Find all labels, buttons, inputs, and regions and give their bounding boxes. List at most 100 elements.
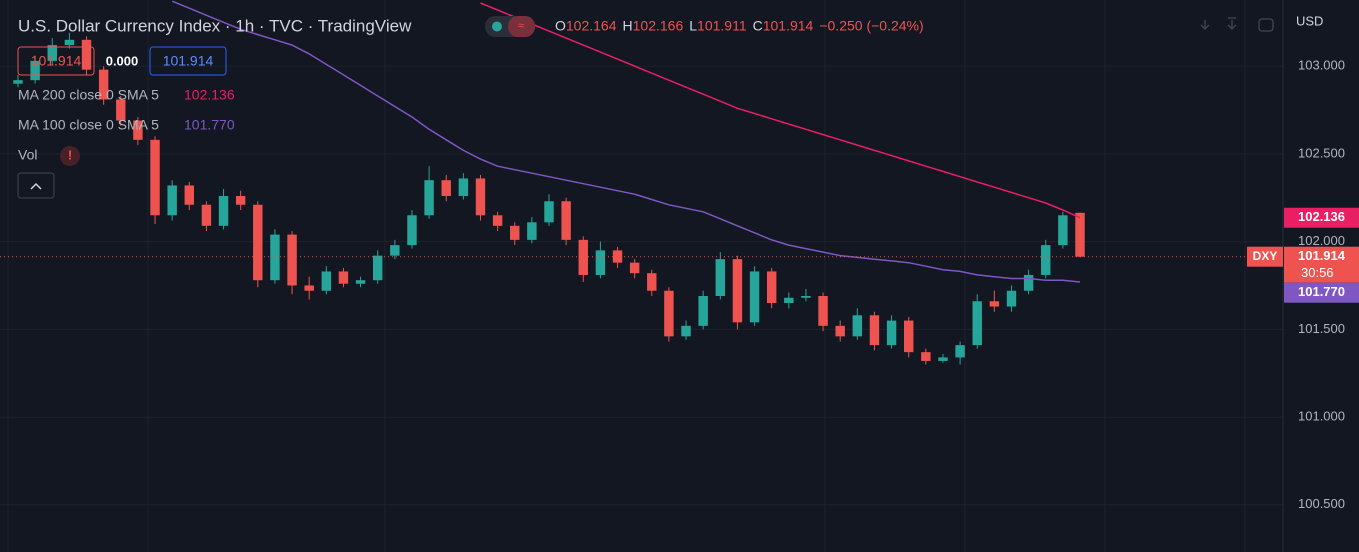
candle-body bbox=[921, 352, 931, 361]
candle-body bbox=[475, 178, 486, 216]
ma-line bbox=[480, 2, 1081, 219]
candle-body bbox=[424, 180, 434, 216]
price-axis: 103.000 102.500 102.000 101.500 101.000 100.5… bbox=[1247, 58, 1359, 511]
candle-body bbox=[801, 296, 811, 298]
candle-body bbox=[201, 204, 212, 226]
candle-body bbox=[150, 139, 160, 216]
candle-body bbox=[253, 204, 263, 281]
ma-legend-name: MA 200 close 0 SMA 5 bbox=[18, 87, 159, 103]
ohlc-key: C bbox=[753, 18, 763, 34]
vol-legend: Vol bbox=[18, 147, 37, 163]
candle-body bbox=[681, 325, 691, 337]
candle-body bbox=[784, 297, 794, 304]
ohlc-legend: O 102.164 H 102.166 L 101.911 C 101.914 −0.250 (… bbox=[555, 18, 924, 34]
ohlc-value: 102.166 bbox=[633, 18, 684, 34]
candle-body bbox=[715, 259, 726, 297]
candle-body bbox=[595, 250, 606, 275]
candle-body bbox=[989, 301, 1000, 307]
y-tick-label: 102.000 bbox=[1298, 233, 1345, 248]
candle-body bbox=[321, 271, 332, 291]
candle-body bbox=[64, 39, 75, 46]
ma-axis-box bbox=[1284, 207, 1359, 228]
candle-body bbox=[492, 215, 503, 226]
candle-body bbox=[1058, 215, 1068, 246]
candle-body bbox=[441, 180, 451, 196]
candle-body bbox=[972, 301, 982, 346]
symbol-label: DXY bbox=[1253, 249, 1278, 263]
y-tick-label: 103.000 bbox=[1298, 58, 1345, 73]
candle-body bbox=[184, 185, 195, 205]
ma-axis-box bbox=[1284, 282, 1359, 303]
candle-body bbox=[355, 280, 366, 284]
candle-body bbox=[561, 201, 571, 240]
candle-body bbox=[647, 273, 657, 291]
candle-body bbox=[1075, 212, 1085, 257]
candle-body bbox=[167, 185, 177, 216]
y-tick-label: 102.500 bbox=[1298, 145, 1345, 160]
vol-warning[interactable]: ! bbox=[60, 146, 80, 166]
ma-line bbox=[171, 0, 1081, 283]
price-axis-label: 101.914 bbox=[1298, 248, 1346, 263]
y-tick-label: 100.500 bbox=[1298, 496, 1345, 511]
candle-body bbox=[749, 271, 760, 323]
candle-body bbox=[407, 215, 417, 246]
candle-body bbox=[903, 320, 914, 353]
ma-axis-label: 102.136 bbox=[1298, 209, 1345, 224]
candle-body bbox=[527, 222, 537, 240]
collapse-button[interactable] bbox=[17, 172, 55, 199]
candle-body bbox=[698, 296, 708, 326]
chart-title: U.S. Dollar Currency Index · 1h · TVC · … bbox=[18, 16, 412, 35]
candle-body bbox=[510, 225, 520, 240]
candle-body bbox=[287, 234, 297, 286]
candle-body bbox=[98, 69, 109, 100]
candle-body bbox=[1041, 245, 1051, 275]
candle-body bbox=[218, 195, 229, 226]
toggle[interactable]: ≈ bbox=[485, 16, 535, 37]
candle-body bbox=[133, 120, 143, 140]
candle-body bbox=[818, 296, 828, 326]
candle-body bbox=[578, 239, 588, 275]
candle-body bbox=[955, 345, 965, 358]
currency: USD bbox=[1296, 13, 1323, 28]
candle-body bbox=[938, 357, 948, 361]
candle-body bbox=[1006, 290, 1017, 307]
ma-legend-value: 102.136 bbox=[184, 87, 235, 103]
overlay: U.S. Dollar Currency Index · 1h · TVC · … bbox=[17, 0, 1323, 552]
candle-body bbox=[270, 234, 280, 281]
candle-body bbox=[30, 60, 40, 81]
ohlc-key: L bbox=[689, 18, 697, 34]
bid-box[interactable] bbox=[17, 46, 95, 76]
countdown: 30:56 bbox=[1301, 265, 1334, 280]
ohlc-key: H bbox=[623, 18, 633, 34]
candle-body bbox=[629, 262, 640, 274]
toolbar-icons[interactable] bbox=[1200, 17, 1274, 32]
ask: 101.914 bbox=[163, 53, 214, 69]
candle-body bbox=[116, 99, 126, 121]
ohlc-key: O bbox=[555, 18, 566, 34]
ohlc-value: 101.911 bbox=[697, 18, 747, 34]
y-tick-label: 101.000 bbox=[1298, 409, 1345, 424]
price-axis-box bbox=[1284, 246, 1359, 283]
bid: 101.914 bbox=[31, 53, 82, 69]
candle-body bbox=[869, 315, 880, 346]
candle-body bbox=[390, 245, 400, 256]
candle-body bbox=[544, 201, 554, 223]
ask-box[interactable] bbox=[149, 46, 227, 76]
candle-body bbox=[13, 80, 23, 84]
candle-body bbox=[732, 259, 743, 323]
candle-body bbox=[835, 325, 845, 337]
svg-text:≈: ≈ bbox=[518, 20, 524, 32]
grid bbox=[0, 65, 1283, 506]
candle-body bbox=[304, 285, 314, 291]
candle-body bbox=[766, 271, 777, 304]
ohlc-value: 101.914 bbox=[763, 18, 814, 34]
candle-body bbox=[338, 271, 349, 284]
svg-text:!: ! bbox=[68, 147, 72, 162]
ma-axis-label: 101.770 bbox=[1298, 284, 1345, 299]
candle-body bbox=[664, 290, 674, 337]
ohlc-value: 102.164 bbox=[566, 18, 617, 34]
candle-body bbox=[612, 250, 623, 263]
symbol-box bbox=[1247, 246, 1283, 267]
ma-legend-name: MA 100 close 0 SMA 5 bbox=[18, 117, 159, 133]
